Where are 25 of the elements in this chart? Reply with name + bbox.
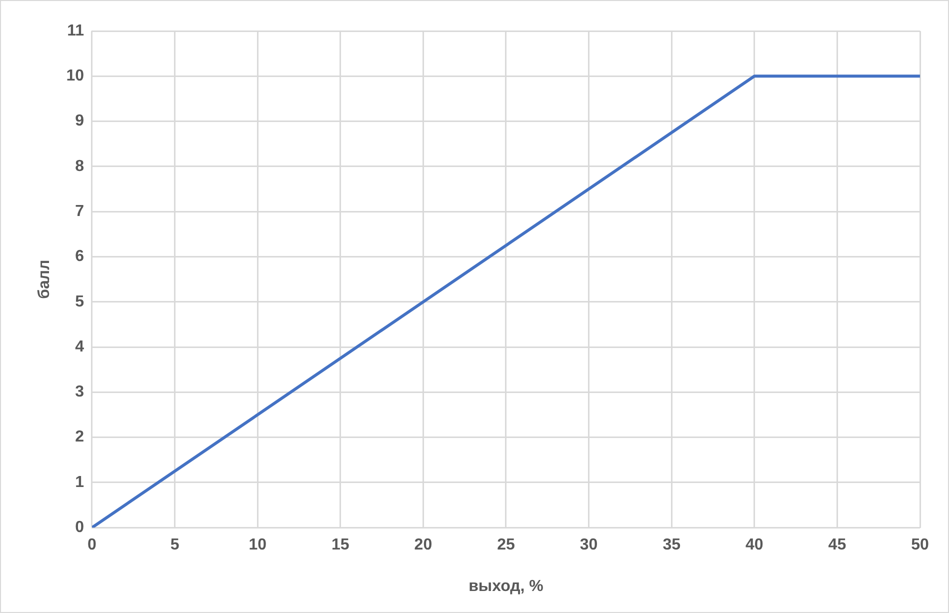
y-tick-label: 6 (75, 248, 84, 266)
x-tick-label: 35 (662, 536, 681, 554)
y-tick-label: 2 (75, 428, 84, 446)
x-tick-label: 40 (746, 536, 764, 554)
y-tick-label: 8 (75, 158, 84, 175)
x-tick-label: 20 (414, 536, 432, 554)
x-tick-label: 45 (828, 536, 846, 554)
x-tick-label: 30 (580, 536, 598, 554)
y-tick-label: 7 (75, 202, 84, 220)
x-tick-label: 0 (88, 536, 97, 554)
y-tick-label: 5 (75, 293, 84, 310)
x-tick-label: 50 (911, 536, 929, 554)
y-axis-title: балл (36, 260, 54, 299)
y-tick-label: 0 (75, 519, 84, 536)
y-tick-label: 4 (75, 338, 84, 356)
y-tick-label: 3 (75, 384, 84, 401)
y-tick-label: 9 (75, 112, 84, 130)
x-axis-title: выход, % (468, 578, 544, 595)
y-tick-label: 1 (75, 474, 84, 491)
x-tick-label: 15 (332, 536, 350, 554)
x-tick-label: 5 (170, 536, 180, 554)
y-tick-label: 11 (67, 22, 84, 40)
y-tick-label: 10 (66, 68, 84, 85)
x-tick-label: 25 (497, 536, 515, 554)
x-tick-label: 10 (248, 536, 267, 554)
